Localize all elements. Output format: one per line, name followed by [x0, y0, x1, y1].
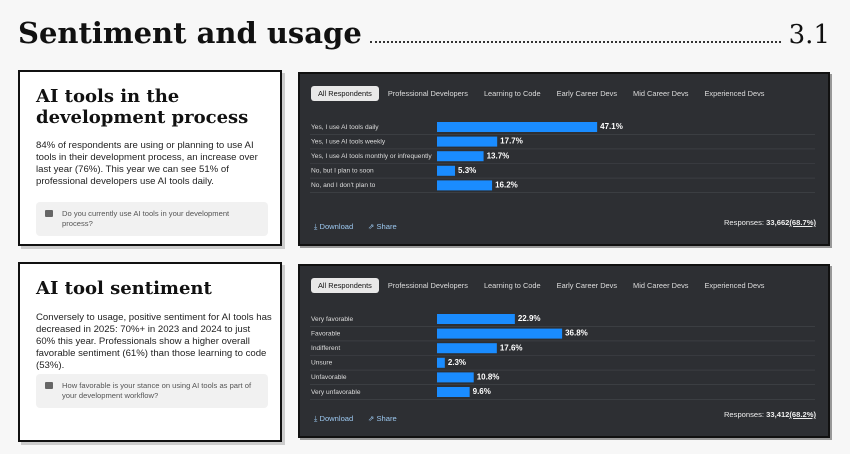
tab[interactable]: Learning to Code	[483, 281, 541, 290]
responses-count: 33,662	[766, 218, 790, 227]
chart-panel: All Respondents Professional Developers Le…	[298, 72, 830, 246]
tab[interactable]: Experienced Devs	[704, 281, 765, 290]
card-title: AI tool sentiment	[36, 278, 212, 299]
chart-panel: All Respondents Professional Developers Le…	[298, 264, 830, 438]
header: Sentiment and usage 3.1	[18, 10, 830, 50]
value-label: 13.7%	[487, 151, 510, 160]
bar	[437, 343, 497, 354]
info-card: AI tools in the development process 84% o…	[18, 70, 282, 246]
responses-percent: (68.2%)	[789, 410, 816, 419]
bar	[437, 357, 445, 368]
bar	[437, 328, 563, 339]
tab[interactable]: Mid Career Devs	[633, 89, 689, 98]
tabs: All Respondents Professional Developers Le…	[311, 86, 771, 101]
category-label: Unfavorable	[311, 374, 347, 381]
value-label: 2.3%	[448, 358, 466, 367]
section-number: 3.1	[788, 20, 830, 50]
tab[interactable]: Professional Developers	[387, 89, 468, 98]
download-link[interactable]: ⤓ Download	[314, 222, 354, 231]
tab[interactable]: All Respondents	[311, 86, 379, 101]
tab[interactable]: Experienced Devs	[704, 89, 765, 98]
info-card: AI tool sentiment Conversely to usage, po…	[18, 262, 282, 442]
category-label: Yes, I use AI tools daily	[311, 124, 379, 131]
tab[interactable]: All Respondents	[311, 278, 379, 293]
responses-percent: (68.7%)	[789, 218, 816, 227]
category-label: Yes, I use AI tools monthly or infrequen…	[311, 153, 432, 160]
download-text: Download	[319, 222, 354, 231]
category-label: Indifferent	[311, 345, 340, 352]
category-label: Yes, I use AI tools weekly	[311, 138, 386, 145]
share-link[interactable]: ⇗ Share	[368, 414, 397, 423]
share-text: Share	[376, 222, 397, 231]
bar	[437, 372, 474, 383]
card-text: Conversely to usage, positive sentiment …	[36, 312, 272, 371]
bar	[437, 180, 493, 191]
question: Do you currently use AI tools in your de…	[36, 202, 268, 236]
responses-label: Responses:	[723, 218, 765, 227]
tabs: All Respondents Professional Developers Le…	[311, 278, 771, 293]
tab[interactable]: Professional Developers	[387, 281, 468, 290]
responses-count: 33,412	[766, 410, 790, 419]
responses: Responses: 33,662(68.7%)	[724, 218, 816, 227]
tab[interactable]: Early Career Devs	[556, 281, 618, 290]
category-label: Favorable	[311, 330, 341, 337]
value-label: 36.8%	[565, 329, 588, 338]
chart: Very favorable 22.9% Favorable 36.8% Indiffe…	[310, 314, 815, 400]
bar	[437, 151, 484, 162]
download-link[interactable]: ⤓ Download	[314, 414, 354, 423]
share-text: Share	[376, 414, 397, 423]
bar	[437, 136, 498, 147]
tab[interactable]: Early Career Devs	[556, 89, 618, 98]
value-label: 5.3%	[458, 166, 476, 175]
value-label: 22.9%	[518, 314, 541, 323]
share-link[interactable]: ⇗ Share	[368, 222, 397, 231]
value-label: 17.7%	[500, 137, 523, 146]
value-label: 47.1%	[600, 122, 623, 131]
category-label: No, and I don't plan to	[311, 182, 376, 189]
tab[interactable]: Learning to Code	[483, 89, 541, 98]
responses: Responses: 33,412(68.2%)	[724, 410, 816, 419]
tab[interactable]: Mid Career Devs	[633, 281, 689, 290]
value-label: 9.6%	[473, 387, 491, 396]
bar	[437, 165, 456, 176]
value-label: 16.2%	[495, 181, 518, 190]
category-label: Unsure	[311, 360, 333, 367]
category-label: Very favorable	[311, 316, 353, 323]
chart: Yes, I use AI tools daily 47.1% Yes, I use…	[310, 122, 815, 193]
page-title: Sentiment and usage	[18, 16, 362, 50]
category-label: Very unfavorable	[311, 389, 361, 396]
value-label: 17.6%	[500, 343, 523, 352]
bar	[437, 122, 598, 132]
category-label: No, but I plan to soon	[311, 168, 374, 175]
download-text: Download	[319, 414, 354, 423]
question: How favorable is your stance on using AI…	[36, 374, 268, 408]
card-title: AI tools in the development process	[36, 86, 249, 128]
leader	[369, 41, 781, 43]
bar	[437, 387, 470, 397]
card-text: 84% of respondents are using or planning…	[36, 140, 258, 187]
value-label: 10.8%	[477, 373, 500, 382]
bar	[437, 314, 515, 324]
responses-label: Responses:	[723, 410, 765, 419]
